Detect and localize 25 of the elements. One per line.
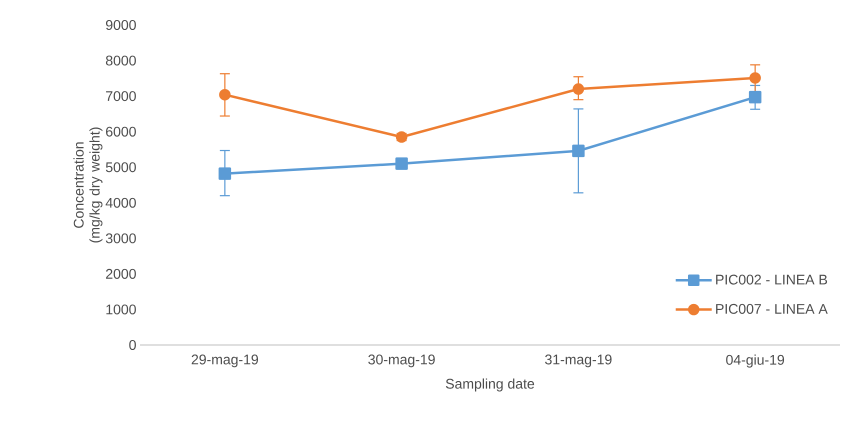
point <box>748 90 762 104</box>
point <box>749 72 761 84</box>
y-tick-label: 1000 <box>106 304 136 314</box>
point <box>395 157 408 170</box>
y-tick-label: 7000 <box>106 91 136 102</box>
y-tick-label: 5000 <box>106 162 136 172</box>
y-tick-label: 9000 <box>106 20 136 30</box>
point <box>219 88 231 100</box>
legend-label: PIC002 - LINEA B <box>716 274 828 285</box>
y-tick-label: 3000 <box>106 233 136 244</box>
y-tick-label: 6000 <box>106 126 136 137</box>
x-tick-label: 04-giu-19 <box>726 354 784 368</box>
y-tick-label: 0 <box>129 340 136 350</box>
y-tick-label: 4000 <box>106 198 136 208</box>
point <box>572 83 584 95</box>
point <box>218 167 232 180</box>
x-tick-label: 31-mag-19 <box>545 354 612 368</box>
y-tick-label: 8000 <box>106 56 136 66</box>
y-axis-title: Concentration (mg/kg dry weight) <box>73 128 102 242</box>
x-tick-label: 29-mag-19 <box>192 354 258 368</box>
point <box>572 144 585 158</box>
y-tick-label: 2000 <box>106 268 136 279</box>
x-axis-title: Sampling date <box>446 378 534 392</box>
legend-label: PIC007 - LINEA A <box>716 304 828 314</box>
x-tick-label: 30-mag-19 <box>368 354 435 368</box>
